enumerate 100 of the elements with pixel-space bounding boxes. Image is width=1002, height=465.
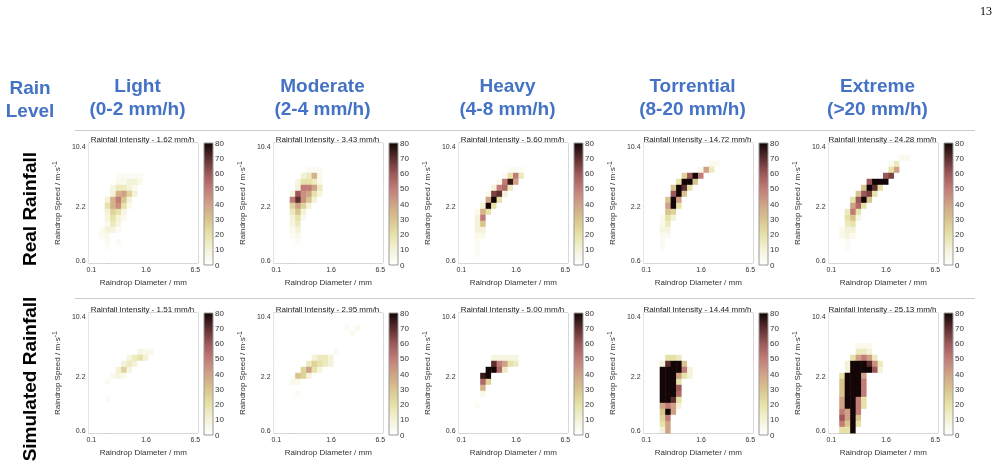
color-bar-label: 50 — [770, 354, 780, 364]
color-bar-label: 40 — [955, 199, 965, 209]
color-bar-label: 80 — [400, 138, 410, 148]
x-axis-title: Raindrop Diameter / mm — [654, 277, 743, 287]
color-bar-label: 20 — [955, 230, 965, 239]
x-axis-title: Raindrop Diameter / mm — [99, 447, 188, 457]
color-bar-label: 0 — [585, 430, 590, 440]
color-bar-label: 10 — [585, 415, 595, 425]
color-bar-label: 60 — [215, 339, 225, 348]
color-bar-label: 50 — [585, 354, 595, 364]
color-bar-label: 40 — [215, 369, 225, 379]
color-bar-label: 0 — [400, 430, 405, 440]
color-bar-label: 60 — [400, 339, 410, 348]
color-bar-label: 80 — [215, 308, 225, 318]
color-bar-label: 70 — [955, 323, 965, 333]
color-bar-label: 20 — [400, 400, 410, 409]
color-bar-label: 20 — [770, 230, 780, 239]
color-bar-label: 30 — [955, 214, 965, 224]
chart-title: Rainfall Intensity - 1.62 mm/h — [90, 134, 195, 144]
text: Torrential (8-20 mm/h) — [638, 74, 747, 120]
color-bar-label: 10 — [215, 415, 225, 425]
color-bar-label: 80 — [770, 308, 780, 318]
chart-title: Rainfall Intensity - 3.43 mm/h — [275, 134, 380, 144]
color-bar-label: 10 — [585, 245, 595, 255]
chart-title: Rainfall Intensity - 5.00 mm/h — [460, 304, 565, 314]
color-bar-label: 70 — [215, 153, 225, 163]
color-bar-label: 50 — [400, 184, 410, 194]
chart-title: Rainfall Intensity - 2.95 mm/h — [275, 304, 380, 314]
color-bar-label: 20 — [585, 230, 595, 239]
color-bar-label: 80 — [770, 138, 780, 148]
x-axis-title: Raindrop Diameter / mm — [99, 277, 188, 287]
color-bar-label: 10 — [770, 415, 780, 425]
color-bar-label: 20 — [770, 400, 780, 409]
color-bar-label: 0 — [585, 260, 590, 270]
text: Rain Level — [4, 76, 56, 122]
x-axis-title: Raindrop Diameter / mm — [284, 277, 373, 287]
color-bar-label: 30 — [215, 384, 225, 394]
color-bar-label: 40 — [585, 199, 595, 209]
text: Real Rainfall — [19, 151, 40, 267]
color-bar-label: 50 — [770, 184, 780, 194]
color-bar-label: 70 — [400, 153, 410, 163]
color-bar-label: 20 — [585, 400, 595, 409]
color-bar-label: 80 — [585, 308, 595, 318]
color-bar-label: 50 — [215, 354, 225, 364]
color-bar-label: 30 — [770, 214, 780, 224]
color-bar-label: 70 — [585, 323, 595, 333]
color-bar-label: 30 — [215, 214, 225, 224]
color-bar-label: 60 — [400, 169, 410, 178]
color-bar-label: 50 — [400, 354, 410, 364]
x-axis-title: Raindrop Diameter / mm — [284, 447, 373, 457]
color-bar-label: 30 — [400, 214, 410, 224]
color-bar-label: 0 — [955, 260, 960, 270]
color-bar-label: 80 — [585, 138, 595, 148]
color-bar-label: 70 — [585, 153, 595, 163]
chart-title: Rainfall Intensity - 1.51 mm/h — [90, 304, 195, 314]
color-bar-label: 60 — [770, 169, 780, 178]
color-bar-label: 40 — [400, 199, 410, 209]
color-bar-label: 30 — [585, 214, 595, 224]
color-bar-label: 70 — [770, 323, 780, 333]
text: Light (0-2 mm/h) — [88, 74, 187, 120]
color-bar-label: 60 — [955, 169, 965, 178]
color-bar-label: 70 — [955, 153, 965, 163]
color-bar-label: 40 — [215, 199, 225, 209]
chart-title: Rainfall Intensity - 14.72 mm/h — [643, 134, 752, 144]
color-bar-label: 50 — [585, 184, 595, 194]
color-bar-label: 80 — [215, 138, 225, 148]
text: Extreme (>20 mm/h) — [826, 74, 929, 120]
text: 13 — [980, 4, 992, 19]
color-bar-label: 20 — [955, 400, 965, 409]
x-axis-title: Raindrop Diameter / mm — [654, 447, 743, 457]
color-bar-label: 80 — [400, 308, 410, 318]
color-bar-label: 10 — [770, 245, 780, 255]
color-bar-label: 70 — [770, 153, 780, 163]
color-bar-label: 10 — [400, 245, 410, 255]
color-bar-label: 60 — [585, 169, 595, 178]
color-bar-label: 0 — [770, 260, 775, 270]
color-bar-label: 10 — [955, 245, 965, 255]
color-bar-label: 60 — [955, 339, 965, 348]
color-bar-label: 50 — [955, 184, 965, 194]
color-bar-label: 40 — [585, 369, 595, 379]
color-bar-label: 40 — [770, 369, 780, 379]
x-axis-title: Raindrop Diameter / mm — [839, 277, 928, 287]
color-bar-label: 0 — [215, 260, 220, 270]
color-bar-label: 40 — [770, 199, 780, 209]
chart-title: Rainfall Intensity - 24.28 mm/h — [828, 134, 937, 144]
color-bar-label: 10 — [215, 245, 225, 255]
color-bar-label: 60 — [585, 339, 595, 348]
color-bar-label: 0 — [215, 430, 220, 440]
color-bar-label: 20 — [215, 400, 225, 409]
color-bar-label: 80 — [955, 138, 965, 148]
x-axis-title: Raindrop Diameter / mm — [839, 447, 928, 457]
chart-title: Rainfall Intensity - 14.44 mm/h — [643, 304, 752, 314]
color-bar-label: 0 — [770, 430, 775, 440]
color-bar-label: 30 — [955, 384, 965, 394]
color-bar-label: 20 — [400, 230, 410, 239]
color-bar-label: 0 — [400, 260, 405, 270]
color-bar-label: 60 — [770, 339, 780, 348]
text: Heavy (4-8 mm/h) — [458, 74, 557, 120]
color-bar-label: 30 — [770, 384, 780, 394]
text: Simulated Rainfall — [19, 295, 41, 464]
